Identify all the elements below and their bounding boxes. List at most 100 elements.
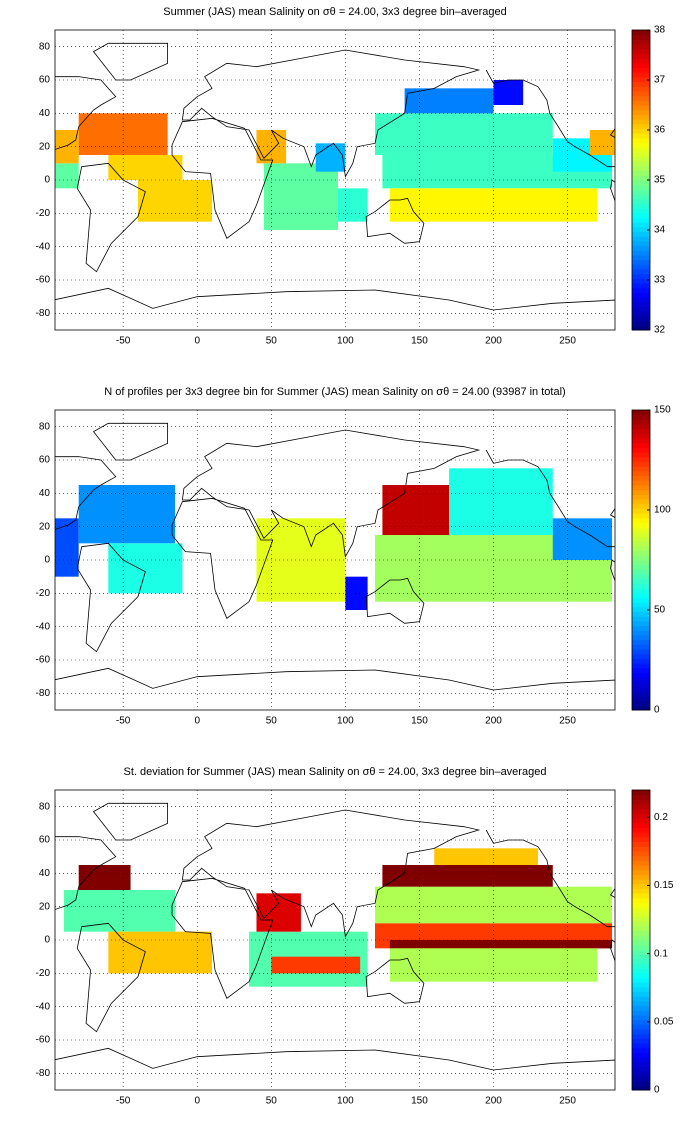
colorbar-segment [632,442,650,448]
colorbar-tick-label: 0.05 [654,1016,674,1027]
colorbar-segment [632,818,650,824]
y-tick-label: 20 [39,141,51,152]
colorbar-segment [632,822,650,828]
x-tick-label: 100 [337,336,354,347]
colorbar-segment [632,916,650,922]
colorbar-tick-label: 0.15 [654,880,674,891]
colorbar-segment [632,1005,650,1011]
colorbar-segment [632,531,650,538]
colorbar-segment [632,911,650,918]
x-tick-label: -50 [116,1096,131,1107]
colorbar-segment [632,44,650,50]
colorbar-segment [632,865,650,871]
colorbar-segment [632,958,650,964]
cells [55,802,615,1071]
colorbar-segment [632,105,650,111]
colorbar-segment [632,142,650,148]
colorbar-segment [632,461,650,467]
colorbar-segment [632,940,650,946]
colorbar-segment [632,30,650,36]
colorbar-tick-label: 32 [654,325,666,336]
colorbar-segment [632,649,650,655]
colorbar-segment [632,695,650,702]
colorbar-tick-label: 0 [654,1085,660,1096]
colorbar-segment [632,827,650,833]
colorbar-segment [632,259,650,265]
colorbar-segment [632,283,650,289]
axes-frame [54,789,616,1091]
bin-cell [552,518,613,560]
colorbar-segment [632,550,650,556]
colorbar-segment [632,1047,650,1053]
bin-cell [434,848,538,865]
colorbar-segment [632,794,650,800]
colorbar-segment [632,1015,650,1021]
colorbar-segment [632,325,650,331]
colorbar-tick-label: 100 [654,505,671,516]
colorbar-segment [632,189,650,195]
x-tick-label: 50 [266,1096,278,1107]
colorbar-segment [632,982,650,988]
colorbar-segment [632,1043,650,1049]
colorbar-segment [632,194,650,200]
colorbar-segment [632,203,650,209]
bin-cell [375,113,553,155]
colorbar-segment [632,897,650,903]
colorbar-segment [632,231,650,237]
colorbar-segment [632,156,650,162]
colorbar-segment [632,667,650,673]
colorbar-segment [632,1019,650,1025]
colorbar-segment [632,986,650,993]
colorbar-segment [632,269,650,275]
colorbar-segment [632,625,650,631]
colorbar-segment [632,480,650,486]
y-tick-label: 80 [39,801,51,812]
colorbar-segment [632,499,650,505]
colorbar-segment [632,1071,650,1077]
colorbar-segment [632,306,650,312]
y-tick-label: 40 [39,108,51,119]
colorbar-segment [632,273,650,279]
colorbar-segment [632,921,650,927]
x-tick-label: 150 [411,716,428,727]
colorbar-segment [632,588,650,594]
y-tick-label: 0 [44,175,50,186]
bin-cell [345,576,368,610]
colorbar-segment [632,541,650,547]
colorbar-segment [632,109,650,115]
bin-cell [382,865,553,887]
colorbar-segment [632,250,650,256]
colorbar-segment [632,137,650,143]
bin-cell [382,485,450,535]
colorbar-segment [632,81,650,87]
colorbar-segment [632,522,650,528]
colorbar-segment [632,1085,650,1091]
colorbar-segment [632,287,650,293]
colorbar-segment [632,86,650,92]
colorbar-segment [632,76,650,83]
y-tick-label: -80 [36,1068,51,1079]
colorbar-segment [632,240,650,247]
colorbar-segment [632,34,650,40]
x-tick-label: 0 [194,336,200,347]
y-tick-label: -60 [36,1035,51,1046]
x-tick-label: 200 [485,1096,502,1107]
colorbar-segment [632,1024,650,1030]
x-tick-label: 200 [485,716,502,727]
y-tick-label: 80 [39,421,51,432]
colorbar-segment [632,119,650,125]
colorbar-segment [632,475,650,481]
colorbar-segment [632,133,650,139]
colorbar-segment [632,494,650,500]
colorbar-segment [632,1000,650,1007]
colorbar-segment [632,39,650,45]
y-tick-label: -80 [36,688,51,699]
colorbar-segment [632,883,650,889]
colorbar-segment [632,161,650,167]
colorbar-segment [632,424,650,430]
colorbar-segment [632,564,650,570]
bin-cell [337,188,368,222]
colorbar-segment [632,48,650,54]
colorbar-segment [632,963,650,969]
colorbar-segment [632,489,650,495]
